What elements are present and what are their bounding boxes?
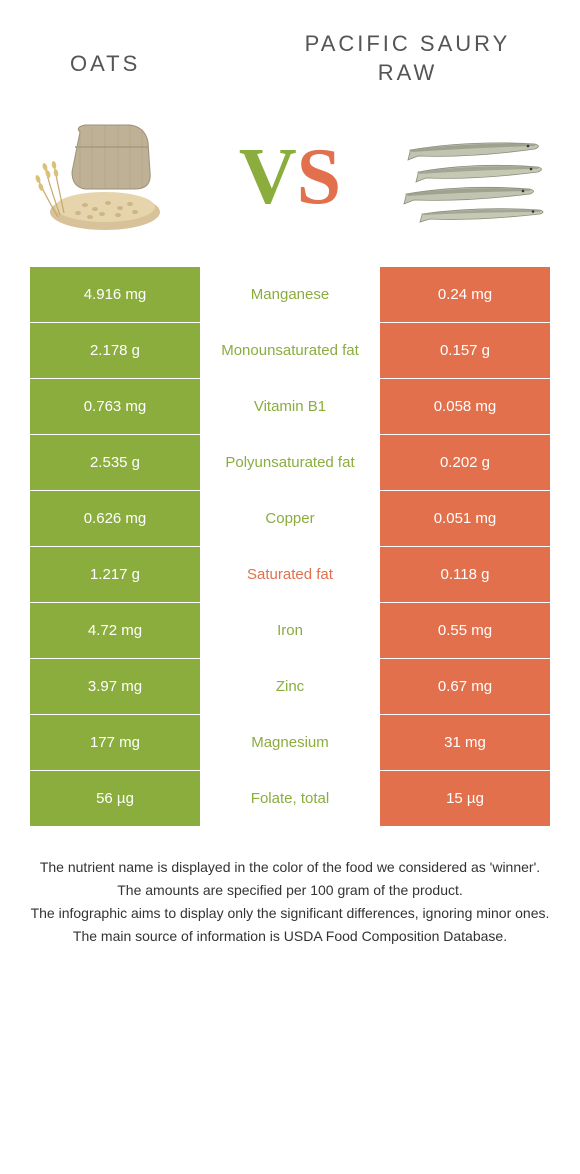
cell-right-value: 31 mg <box>380 715 550 770</box>
table-row: 2.178 gMonounsaturated fat0.157 g <box>30 323 550 379</box>
cell-left-value: 1.217 g <box>30 547 200 602</box>
cell-right-value: 0.051 mg <box>380 491 550 546</box>
cell-right-value: 15 µg <box>380 771 550 826</box>
cell-nutrient-name: Vitamin B1 <box>200 379 380 434</box>
cell-right-value: 0.55 mg <box>380 603 550 658</box>
cell-nutrient-name: Iron <box>200 603 380 658</box>
cell-nutrient-name: Polyunsaturated fat <box>200 435 380 490</box>
vs-s: S <box>297 133 342 221</box>
table-row: 0.763 mgVitamin B10.058 mg <box>30 379 550 435</box>
cell-nutrient-name: Saturated fat <box>200 547 380 602</box>
table-row: 1.217 gSaturated fat0.118 g <box>30 547 550 603</box>
cell-left-value: 4.916 mg <box>30 267 200 322</box>
cell-right-value: 0.058 mg <box>380 379 550 434</box>
cell-left-value: 0.626 mg <box>30 491 200 546</box>
cell-left-value: 177 mg <box>30 715 200 770</box>
images-row: VS <box>0 117 580 237</box>
cell-left-value: 3.97 mg <box>30 659 200 714</box>
cell-nutrient-name: Folate, total <box>200 771 380 826</box>
title-left: Oats <box>60 30 295 79</box>
cell-right-value: 0.118 g <box>380 547 550 602</box>
cell-right-value: 0.202 g <box>380 435 550 490</box>
footer-notes: The nutrient name is displayed in the co… <box>0 827 580 947</box>
table-row: 177 mgMagnesium31 mg <box>30 715 550 771</box>
cell-left-value: 0.763 mg <box>30 379 200 434</box>
vs-v: V <box>239 133 297 221</box>
oats-image <box>30 117 180 237</box>
fish-icon <box>400 122 550 232</box>
footer-line-3: The infographic aims to display only the… <box>30 903 550 924</box>
title-right: Pacific saury raw <box>295 30 520 87</box>
cell-nutrient-name: Monounsaturated fat <box>200 323 380 378</box>
cell-left-value: 2.535 g <box>30 435 200 490</box>
footer-line-4: The main source of information is USDA F… <box>30 926 550 947</box>
cell-right-value: 0.157 g <box>380 323 550 378</box>
saury-image <box>400 117 550 237</box>
cell-nutrient-name: Zinc <box>200 659 380 714</box>
oats-icon <box>30 117 180 237</box>
infographic-container: Oats Pacific saury raw <box>0 0 580 947</box>
table-row: 4.72 mgIron0.55 mg <box>30 603 550 659</box>
cell-left-value: 4.72 mg <box>30 603 200 658</box>
table-row: 4.916 mgManganese0.24 mg <box>30 267 550 323</box>
table-row: 2.535 gPolyunsaturated fat0.202 g <box>30 435 550 491</box>
comparison-table: 4.916 mgManganese0.24 mg2.178 gMonounsat… <box>30 267 550 827</box>
cell-nutrient-name: Magnesium <box>200 715 380 770</box>
cell-nutrient-name: Copper <box>200 491 380 546</box>
table-row: 56 µgFolate, total15 µg <box>30 771 550 827</box>
footer-line-1: The nutrient name is displayed in the co… <box>30 857 550 878</box>
footer-line-2: The amounts are specified per 100 gram o… <box>30 880 550 901</box>
cell-right-value: 0.67 mg <box>380 659 550 714</box>
vs-label: VS <box>239 137 341 217</box>
cell-right-value: 0.24 mg <box>380 267 550 322</box>
table-row: 3.97 mgZinc0.67 mg <box>30 659 550 715</box>
table-row: 0.626 mgCopper0.051 mg <box>30 491 550 547</box>
cell-left-value: 2.178 g <box>30 323 200 378</box>
cell-nutrient-name: Manganese <box>200 267 380 322</box>
titles-row: Oats Pacific saury raw <box>0 0 580 97</box>
cell-left-value: 56 µg <box>30 771 200 826</box>
